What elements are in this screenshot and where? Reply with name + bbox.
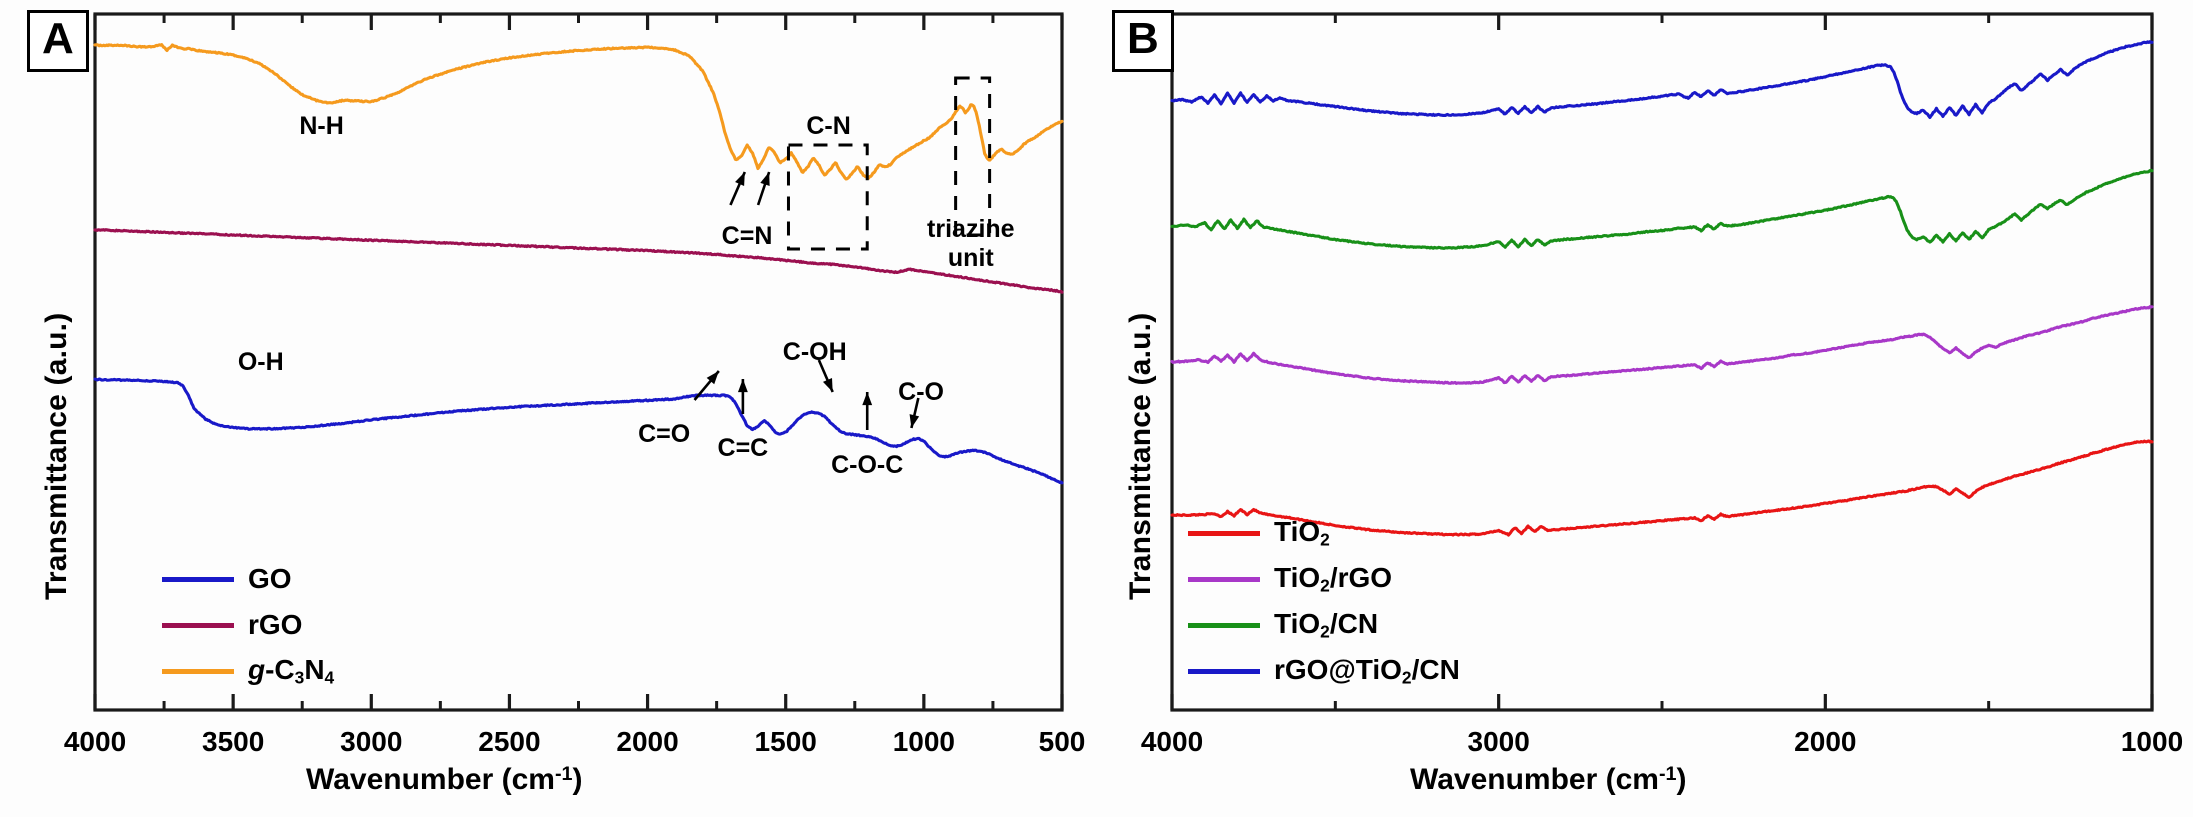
annotation-dashed-box	[786, 143, 869, 251]
panel-a-plot	[93, 12, 1064, 712]
legend-item[interactable]: TiO2/CN	[1188, 602, 1460, 648]
spectrum-line-tio2-rgo	[1170, 305, 2154, 385]
x-tick-label: 3000	[1467, 726, 1530, 757]
legend-item[interactable]: rGO	[162, 602, 334, 648]
x-axis-label-exponent: -1	[1658, 763, 1677, 786]
legend-color-swatch	[1188, 668, 1260, 674]
panel-b-badge: B	[1112, 10, 1174, 72]
legend-label: TiO2	[1274, 515, 1330, 549]
annotation-arrow	[737, 379, 748, 414]
panel-a-x-axis-label: Wavenumber (cm-1)	[306, 763, 583, 797]
annotation-arrow	[756, 171, 771, 206]
legend-label: TiO2/CN	[1274, 607, 1379, 641]
annotation-c-equals-n: C=N	[721, 222, 773, 250]
x-tick-label: 1000	[892, 726, 955, 757]
annotation-c-n: C-N	[806, 112, 851, 140]
x-tick-label: 500	[1038, 726, 1086, 757]
spectrum-line-tio2	[1170, 439, 2154, 537]
legend-item[interactable]: rGO@TiO2/CN	[1188, 648, 1460, 694]
x-tick-label: 1500	[754, 726, 817, 757]
annotation-o-h: O-H	[237, 348, 284, 376]
x-tick-label: 3500	[201, 726, 265, 757]
annotation-arrow	[862, 392, 873, 430]
legend-color-swatch	[1188, 530, 1260, 536]
legend-label: GO	[248, 563, 292, 594]
annotation-n-h: N-H	[299, 112, 344, 140]
x-axis-label-text: Wavenumber (cm	[306, 763, 555, 796]
x-axis-label-tail: )	[1676, 763, 1687, 796]
legend-label: rGO	[248, 609, 303, 640]
x-axis-label-tail: )	[572, 763, 583, 796]
annotation-triazine-unit-line1: triazine	[927, 215, 1015, 243]
spectrum-line-go	[93, 377, 1064, 485]
annotation-c-o: C-O	[898, 378, 945, 406]
legend-item[interactable]: GO	[162, 556, 334, 602]
legend-label: TiO2/rGO	[1274, 561, 1393, 595]
panel-a-badge: A	[27, 10, 89, 72]
legend-color-swatch	[1188, 576, 1260, 582]
legend-item[interactable]: g-C3N4	[162, 648, 334, 694]
annotation-c-oh: C-OH	[782, 338, 847, 366]
x-axis-label-exponent: -1	[554, 763, 573, 786]
annotation-dashed-box	[954, 76, 992, 237]
x-tick-label: 4000	[63, 726, 127, 757]
spectrum-line-g-c3n4	[93, 43, 1064, 181]
x-tick-label: 2000	[616, 726, 679, 757]
spectrum-line-rgo	[93, 228, 1064, 294]
annotation-arrow	[817, 359, 834, 393]
legend-item[interactable]: TiO2	[1188, 510, 1460, 556]
legend-color-swatch	[162, 622, 234, 628]
x-tick-label: 3000	[340, 726, 403, 757]
panel-b-x-axis-label: Wavenumber (cm-1)	[1410, 763, 1687, 797]
spectrum-line-tio2-cn	[1170, 168, 2154, 250]
x-tick-label: 4000	[1140, 726, 1204, 757]
x-tick-label: 2000	[1794, 726, 1857, 757]
annotation-c-equals-o: C=O	[638, 420, 691, 448]
annotation-c-o-c: C-O-C	[831, 451, 904, 479]
x-axis-label-text: Wavenumber (cm	[1410, 763, 1659, 796]
panel-a: A Transmittance (a.u.) Wavenumber (cm-1)…	[0, 0, 1090, 817]
legend-color-swatch	[1188, 622, 1260, 628]
annotation-c-equals-c: C=C	[717, 434, 769, 462]
panel-b-legend: TiO2 TiO2/rGO TiO2/CN rGO@TiO2/CN	[1188, 510, 1460, 694]
legend-color-swatch	[162, 576, 234, 582]
x-tick-label: 2500	[478, 726, 541, 757]
panel-b-plot	[1170, 12, 2154, 712]
legend-label: g-C3N4	[248, 653, 335, 687]
legend-item[interactable]: TiO2/rGO	[1188, 556, 1460, 602]
annotation-arrow	[693, 370, 720, 401]
legend-label: rGO@TiO2/CN	[1274, 653, 1460, 687]
annotation-arrow	[909, 397, 920, 429]
x-tick-label: 1000	[2120, 726, 2184, 757]
annotation-triazine-unit-line2: unit	[947, 244, 994, 272]
legend-color-swatch	[162, 668, 234, 674]
panel-a-legend: GO rGO g-C3N4	[162, 556, 334, 694]
spectrum-line-rgo-tio2-cn	[1170, 40, 2154, 120]
panel-b: B Transmittance (a.u.) Wavenumber (cm-1)…	[1090, 0, 2193, 817]
annotation-arrow	[729, 171, 747, 206]
